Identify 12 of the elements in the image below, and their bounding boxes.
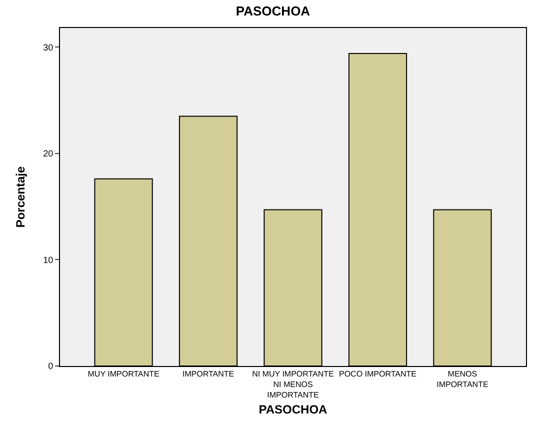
y-tick-label: 0 [48, 361, 54, 372]
x-axis-title: PASOCHOA [258, 402, 328, 416]
x-tick-label: NI MUY IMPORTANTE NI MENOS IMPORTANTE [252, 370, 334, 400]
x-tick-label: IMPORTANTE [182, 370, 234, 379]
chart-title: PASOCHOA [236, 3, 311, 18]
x-tick-label: MENOS IMPORTANTE [436, 370, 488, 389]
y-tick-label: 30 [43, 42, 54, 52]
y-tick-label: 10 [43, 254, 54, 265]
y-axis-title: Porcentaje [13, 166, 28, 228]
x-tick-label: MUY IMPORTANTE [88, 370, 160, 379]
x-tick-label: POCO IMPORTANTE [338, 370, 416, 379]
y-tick-label: 20 [43, 148, 54, 159]
